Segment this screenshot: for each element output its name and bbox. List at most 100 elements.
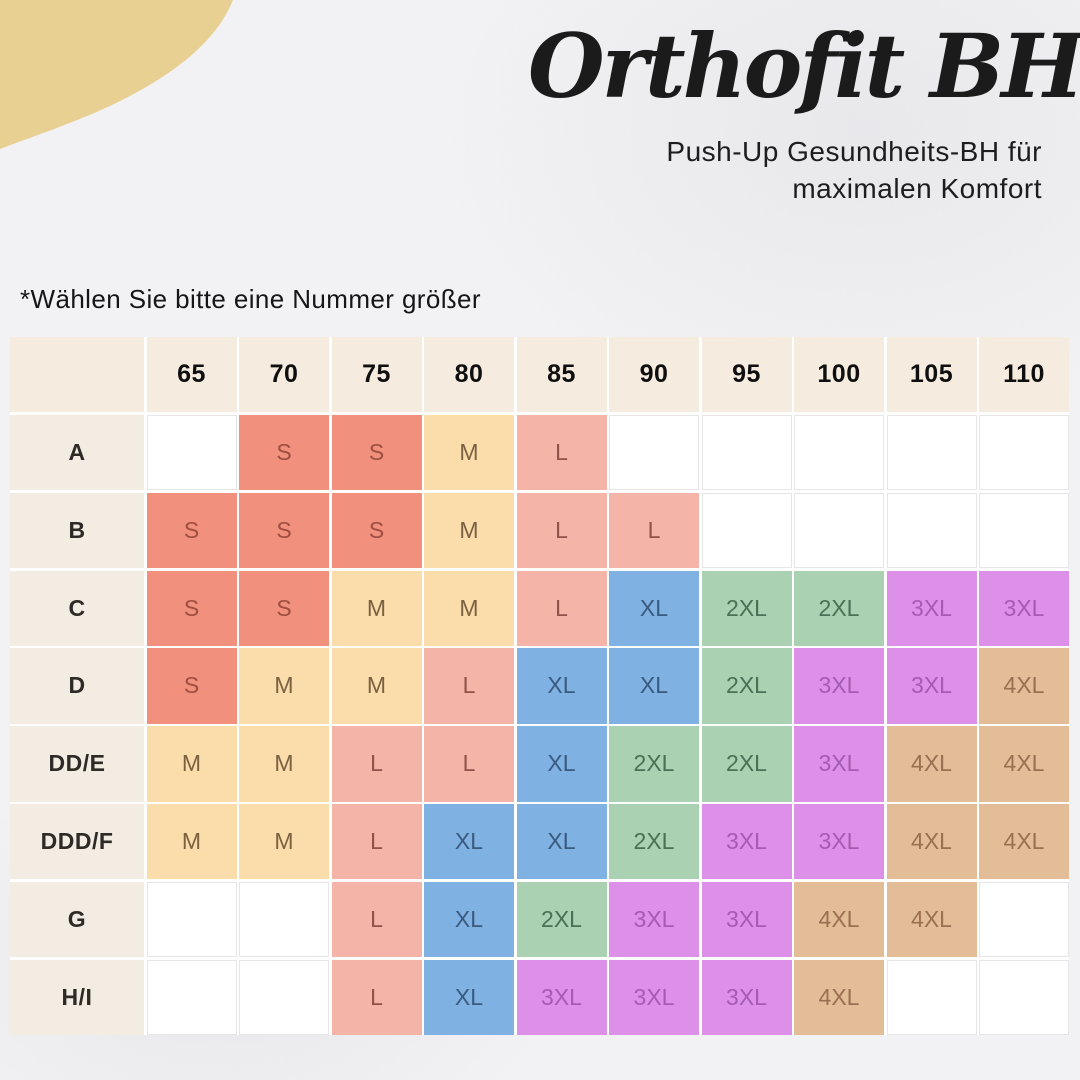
column-header: 100: [794, 337, 884, 413]
empty-size-cell: [979, 414, 1069, 491]
size-cell: XL: [516, 648, 607, 724]
row-label: A: [10, 414, 144, 491]
column-header: 80: [424, 337, 514, 413]
empty-size-cell: [979, 959, 1069, 1035]
size-cell: XL: [609, 648, 699, 724]
size-cell: 3XL: [516, 959, 607, 1035]
size-cell: M: [424, 492, 514, 568]
size-cell: XL: [516, 726, 607, 802]
empty-size-cell: [886, 492, 977, 568]
empty-size-cell: [701, 414, 792, 491]
size-cell: XL: [609, 570, 699, 646]
empty-size-cell: [794, 414, 884, 491]
size-cell: 3XL: [979, 570, 1069, 646]
size-cell: S: [239, 414, 329, 491]
size-cell: S: [146, 570, 237, 646]
size-cell: S: [239, 570, 329, 646]
column-header: 75: [331, 337, 422, 413]
size-cell: M: [331, 648, 422, 724]
size-cell: L: [331, 726, 422, 802]
size-table: 65 70 75 80 85 90 95 100 105 110 A S S M L B S S S M L L C S S M M…: [10, 337, 1069, 1035]
size-cell: L: [516, 570, 607, 646]
size-cell: L: [331, 804, 422, 880]
row-label: H/I: [10, 959, 144, 1035]
column-header: 70: [239, 337, 329, 413]
size-cell: 4XL: [886, 804, 977, 880]
size-cell: L: [609, 492, 699, 568]
size-cell: M: [239, 648, 329, 724]
size-cell: 2XL: [516, 881, 607, 958]
size-cell: 3XL: [886, 648, 977, 724]
row-label: DDD/F: [10, 804, 144, 880]
size-cell: 4XL: [794, 959, 884, 1035]
size-cell: 4XL: [979, 804, 1069, 880]
size-cell: XL: [424, 881, 514, 958]
size-cell: 3XL: [701, 959, 792, 1035]
empty-size-cell: [239, 881, 329, 958]
size-cell: XL: [424, 804, 514, 880]
subtitle-line-2: maximalen Komfort: [792, 172, 1042, 204]
size-cell: S: [331, 414, 422, 491]
size-cell: 3XL: [609, 881, 699, 958]
size-cell: M: [424, 414, 514, 491]
size-cell: 3XL: [794, 648, 884, 724]
empty-size-cell: [239, 959, 329, 1035]
size-cell: XL: [516, 804, 607, 880]
size-cell: L: [424, 648, 514, 724]
page-subtitle: Push-Up Gesundheits-BH für maximalen Kom…: [528, 134, 1068, 208]
empty-size-cell: [146, 881, 237, 958]
size-cell: M: [424, 570, 514, 646]
empty-size-cell: [794, 492, 884, 568]
empty-size-cell: [886, 414, 977, 491]
row-label: G: [10, 881, 144, 958]
size-cell: 4XL: [794, 881, 884, 958]
size-cell: 4XL: [979, 726, 1069, 802]
page-title: Orthofit BH: [528, 14, 1080, 118]
empty-size-cell: [701, 492, 792, 568]
empty-size-cell: [979, 881, 1069, 958]
size-cell: L: [516, 414, 607, 491]
row-label: B: [10, 492, 144, 568]
size-cell: 2XL: [794, 570, 884, 646]
size-cell: 2XL: [701, 726, 792, 802]
column-header: 95: [701, 337, 792, 413]
corner-blob-decoration: [0, 0, 233, 149]
column-header: 110: [979, 337, 1069, 413]
empty-size-cell: [979, 492, 1069, 568]
size-cell: M: [239, 726, 329, 802]
size-cell: 3XL: [886, 570, 977, 646]
size-cell: 4XL: [886, 726, 977, 802]
size-cell: XL: [424, 959, 514, 1035]
size-cell: L: [331, 959, 422, 1035]
size-cell: L: [424, 726, 514, 802]
size-cell: S: [146, 492, 237, 568]
empty-size-cell: [609, 414, 699, 491]
row-label: C: [10, 570, 144, 646]
size-cell: 4XL: [979, 648, 1069, 724]
size-cell: M: [146, 726, 237, 802]
size-cell: L: [331, 881, 422, 958]
column-header: 90: [609, 337, 699, 413]
size-cell: 4XL: [886, 881, 977, 958]
size-cell: 3XL: [701, 881, 792, 958]
size-cell: M: [239, 804, 329, 880]
subtitle-line-1: Push-Up Gesundheits-BH für: [666, 135, 1042, 167]
size-cell: 3XL: [701, 804, 792, 880]
size-cell: 3XL: [794, 726, 884, 802]
table-corner-cell: [10, 337, 144, 413]
size-cell: L: [516, 492, 607, 568]
column-header: 65: [146, 337, 237, 413]
header-block: Orthofit BH Push-Up Gesundheits-BH für m…: [528, 14, 1080, 208]
column-header: 85: [516, 337, 607, 413]
size-cell: 2XL: [609, 726, 699, 802]
row-label: D: [10, 648, 144, 724]
size-cell: 2XL: [701, 648, 792, 724]
size-cell: 3XL: [609, 959, 699, 1035]
size-cell: M: [331, 570, 422, 646]
size-cell: S: [331, 492, 422, 568]
size-cell: 2XL: [609, 804, 699, 880]
empty-size-cell: [146, 959, 237, 1035]
column-header: 105: [886, 337, 977, 413]
row-label: DD/E: [10, 726, 144, 802]
